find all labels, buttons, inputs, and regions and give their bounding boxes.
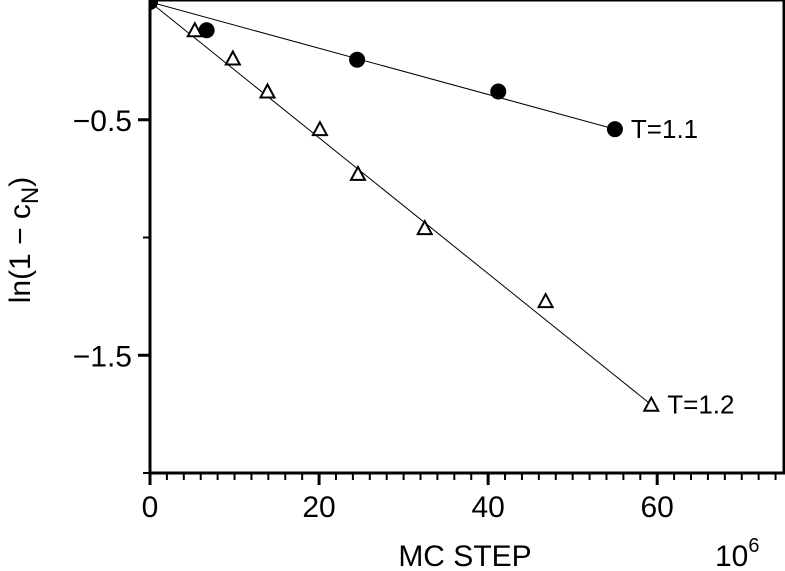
data-point-triangle	[349, 164, 367, 181]
data-point-triangle	[258, 82, 277, 99]
x-tick-label: 0	[142, 491, 159, 524]
data-point-circle	[606, 121, 623, 138]
data-point-circle	[198, 22, 215, 39]
data-point-triangle	[416, 218, 434, 236]
data-point-triangle	[311, 120, 329, 137]
y-axis-title: ln(1 − cN)	[4, 177, 44, 304]
x-axis-title: MC STEP	[398, 540, 531, 571]
data-point-triangle	[224, 49, 242, 66]
y-title-sub: N	[17, 187, 44, 204]
x-multiplier-exp: 6	[748, 535, 759, 557]
data-point-triangle	[642, 395, 660, 412]
x-tick-label: 20	[302, 491, 335, 524]
x-multiplier-base: 10	[715, 540, 748, 571]
y-title-main: ln(1 − c	[4, 204, 37, 303]
series-label: T=1.1	[631, 114, 698, 144]
y-title-close: )	[4, 177, 37, 187]
fit-line-T=1.1	[150, 1, 616, 130]
x-axis-multiplier: 106	[715, 535, 760, 571]
y-tick-label: −1.5	[73, 340, 132, 373]
data-point-triangle	[186, 21, 204, 38]
x-tick-label: 60	[641, 491, 674, 524]
data-point-circle	[490, 83, 507, 100]
fit-line-T=1.2	[150, 1, 652, 406]
y-tick-label: −0.5	[73, 105, 132, 138]
x-tick-label: 40	[471, 491, 504, 524]
data-point-circle	[349, 51, 366, 68]
data-point-triangle	[536, 291, 555, 309]
series-label: T=1.2	[667, 390, 734, 420]
